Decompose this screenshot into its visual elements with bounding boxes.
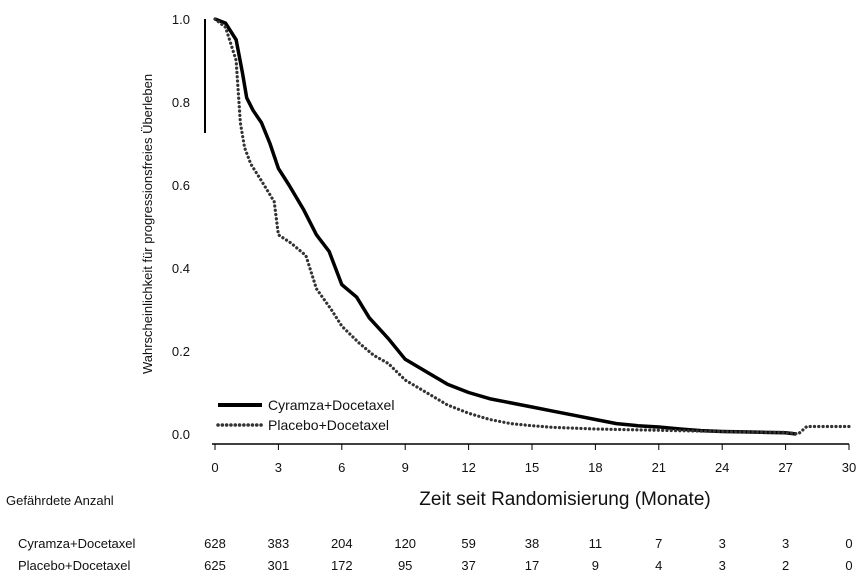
y-tick-label: 0.4 — [172, 261, 190, 276]
series-line-placebo — [213, 17, 851, 436]
risk-count: 3 — [719, 536, 726, 551]
axis-ticks: 0 3 6 9 12 15 18 21 24 27 30 0.0 0.2 0.4 0.6 0.8 1.0 — [172, 12, 856, 475]
y-axis-title: Wahrscheinlichkeit für progressionsfreie… — [140, 74, 155, 374]
risk-count: 172 — [331, 558, 353, 573]
x-tick-label: 18 — [588, 460, 602, 475]
risk-count: 11 — [589, 536, 603, 551]
x-tick-label: 30 — [842, 460, 856, 475]
risk-count: 628 — [204, 536, 226, 551]
risk-count: 2 — [782, 558, 789, 573]
axes — [204, 19, 849, 445]
risk-count: 120 — [394, 536, 416, 551]
x-tick-label: 9 — [402, 460, 409, 475]
x-tick-label: 0 — [211, 460, 218, 475]
risk-count: 38 — [525, 536, 539, 551]
risk-row-label-cyramza: Cyramza+Docetaxel — [18, 536, 136, 551]
risk-count: 3 — [719, 558, 726, 573]
y-tick-label: 0.8 — [172, 95, 190, 110]
x-tick-label: 6 — [338, 460, 345, 475]
risk-count: 17 — [525, 558, 539, 573]
risk-count: 0 — [845, 536, 852, 551]
risk-count: 95 — [398, 558, 412, 573]
x-tick-label: 15 — [525, 460, 539, 475]
y-tick-label: 0.2 — [172, 344, 190, 359]
risk-count: 625 — [204, 558, 226, 573]
series-line-cyramza — [214, 17, 797, 436]
risk-count: 3 — [782, 536, 789, 551]
x-tick-label: 24 — [715, 460, 729, 475]
x-tick-label: 21 — [652, 460, 666, 475]
risk-row-label-placebo: Placebo+Docetaxel — [18, 558, 130, 573]
legend: Cyramza+Docetaxel Placebo+Docetaxel — [216, 397, 394, 433]
x-tick-label: 3 — [275, 460, 282, 475]
risk-count: 37 — [461, 558, 475, 573]
risk-count: 4 — [655, 558, 662, 573]
y-tick-label: 1.0 — [172, 12, 190, 27]
legend-label-cyramza: Cyramza+Docetaxel — [268, 397, 394, 413]
x-axis-title: Zeit seit Randomisierung (Monate) — [419, 489, 710, 510]
risk-table-title: Gefährdete Anzahl — [6, 493, 114, 508]
x-tick-label: 27 — [778, 460, 792, 475]
risk-count: 301 — [268, 558, 290, 573]
y-tick-label: 0.0 — [172, 427, 190, 442]
risk-count: 383 — [268, 536, 290, 551]
risk-count: 0 — [845, 558, 852, 573]
risk-count: 9 — [592, 558, 599, 573]
legend-label-placebo: Placebo+Docetaxel — [268, 417, 389, 433]
risk-count: 59 — [461, 536, 475, 551]
risk-table: Cyramza+Docetaxel 628 383 204 120 59 38 11 7 3 3 0P… — [18, 536, 853, 573]
series-layer — [213, 17, 851, 436]
risk-count: 7 — [655, 536, 662, 551]
y-tick-label: 0.6 — [172, 178, 190, 193]
risk-count: 204 — [331, 536, 353, 551]
x-tick-label: 12 — [461, 460, 475, 475]
